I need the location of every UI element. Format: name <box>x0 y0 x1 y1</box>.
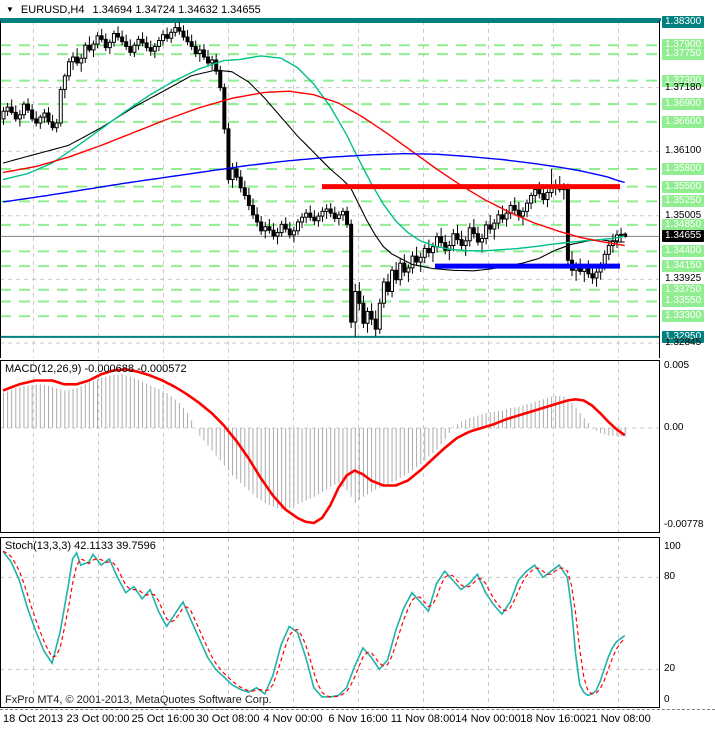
price-axis: 1.38300 1.37900 1.37750 1.37300 1.37180 1.369… <box>661 0 715 729</box>
ohlc-quote-label: 1.34694 1.34724 1.34632 1.34655 <box>92 3 261 16</box>
price-label: 1.37180 <box>665 82 702 93</box>
macd-name: MACD(12,26,9) <box>5 363 82 375</box>
time-label: 6 Nov 16:00 <box>328 713 388 725</box>
symbol-period-label: EURUSD,H4 <box>20 3 85 16</box>
time-label: 18 Oct 2013 <box>3 713 63 725</box>
time-label: 14 Nov 00:00 <box>455 713 521 725</box>
ma-slowest-blue-line <box>2 152 625 203</box>
macd-signal-line <box>2 368 626 525</box>
stoch-axis-label: 80 <box>664 571 676 582</box>
time-axis: 18 Oct 2013 23 Oct 00:00 25 Oct 16:00 30 Oc… <box>0 709 715 729</box>
price-label: 1.35005 <box>665 210 702 221</box>
macd-axis-label: 0.005 <box>664 360 690 371</box>
price-label: 1.36600 <box>662 116 705 128</box>
stoch-d-line <box>2 550 626 698</box>
time-label: 25 Oct 16:00 <box>131 713 195 725</box>
title-separator-bar <box>0 18 661 21</box>
price-label: 1.32950 <box>662 331 705 343</box>
price-label: 1.34150 <box>662 260 705 272</box>
price-label: 1.35250 <box>662 195 705 207</box>
macd-values: -0.000688 -0.000572 <box>84 363 187 375</box>
price-label: 1.37300 <box>662 75 705 87</box>
ma-mid-green-line <box>2 55 625 252</box>
time-label: 18 Nov 16:00 <box>520 713 586 725</box>
stoch-values: 42.1133 39.7596 <box>74 540 156 552</box>
price-label: 1.36900 <box>662 98 705 110</box>
price-label: 1.37750 <box>662 48 705 60</box>
macd-histogram <box>3 374 626 510</box>
price-label: 1.33750 <box>662 284 705 296</box>
macd-indicator-label: MACD(12,26,9) -0.000688 -0.000572 <box>5 363 187 375</box>
symbol-dropdown-icon[interactable]: ▼ <box>6 5 14 14</box>
stoch-axis-label: 20 <box>664 663 676 674</box>
stoch-name: Stoch(13,3,3) <box>5 540 72 552</box>
stochastic-indicator-panel[interactable] <box>0 537 660 708</box>
candles-group <box>1 21 628 337</box>
price-label: 1.34850 <box>662 219 705 231</box>
time-label: 4 Nov 00:00 <box>263 713 323 725</box>
time-label: 21 Nov 08:00 <box>585 713 651 725</box>
price-label: 1.35500 <box>662 181 705 193</box>
current-price-label: 1.34655 <box>662 230 705 242</box>
time-label: 23 Oct 00:00 <box>66 713 130 725</box>
macd-axis-label: -0.00778 <box>664 519 704 530</box>
time-label: 11 Nov 08:00 <box>390 713 456 725</box>
time-label: 30 Oct 08:00 <box>196 713 260 725</box>
price-label: 1.33300 <box>662 310 705 322</box>
price-label: 1.38300 <box>662 16 705 28</box>
stoch-indicator-label: Stoch(13,3,3) 42.1133 39.7596 <box>5 540 156 552</box>
main-price-chart[interactable] <box>0 21 660 358</box>
platform-copyright: FxPro MT4, © 2001-2013, MetaQuotes Softw… <box>5 694 272 706</box>
price-label: 1.33550 <box>662 295 705 307</box>
stoch-axis-label: 0 <box>664 694 670 705</box>
stoch-k-line <box>2 550 626 698</box>
macd-indicator-panel[interactable] <box>0 360 660 533</box>
ma-fast-black-line <box>2 69 625 272</box>
price-label: 1.32845 <box>665 337 702 348</box>
price-label: 1.35800 <box>662 163 705 175</box>
ma-slow-red-line <box>2 90 625 247</box>
price-label: 1.36100 <box>665 145 702 156</box>
stoch-axis-label: 100 <box>664 541 681 552</box>
chart-title-bar: ▼ EURUSD,H4 1.34694 1.34724 1.34632 1.34… <box>6 2 261 17</box>
price-label: 1.33925 <box>665 273 702 284</box>
macd-axis-label: 0.00 <box>664 422 684 433</box>
price-label: 1.34400 <box>662 245 705 257</box>
